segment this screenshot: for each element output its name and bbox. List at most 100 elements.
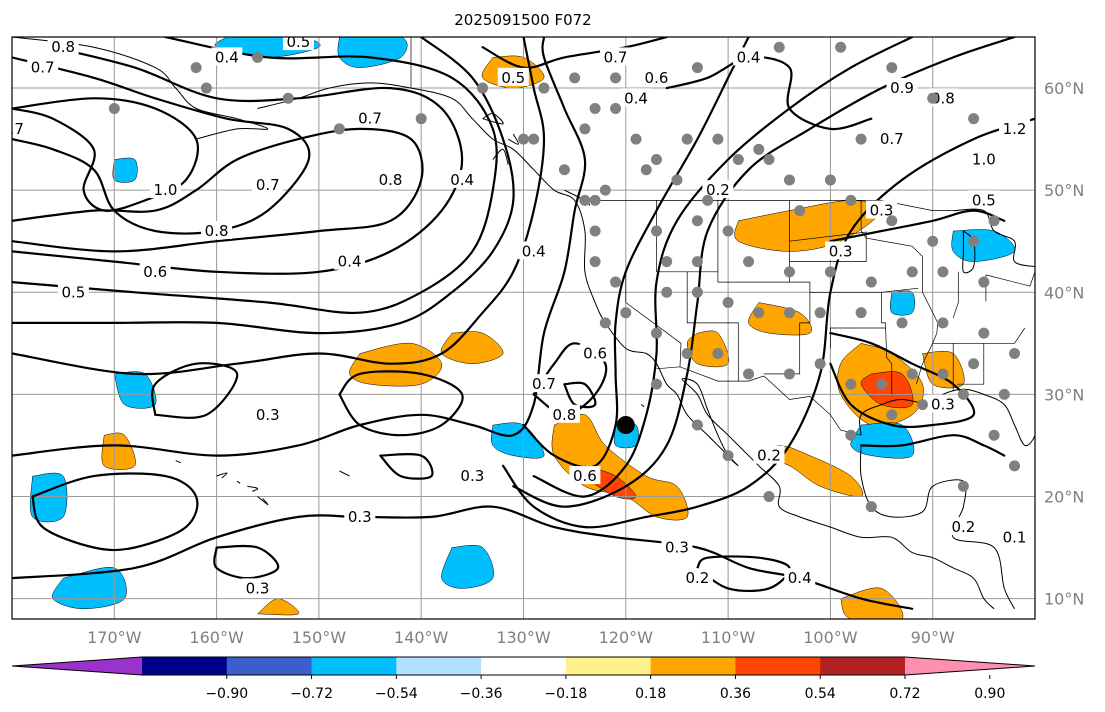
colorbar-tick-label: 0.36: [720, 686, 751, 702]
contour-line: [12, 97, 199, 212]
shaded-region: [840, 587, 904, 619]
latitude-tick-labels: 60°N 50°N 40°N 30°N 20°N 10°N: [1044, 79, 1084, 609]
station-dot: [640, 164, 652, 176]
station-dot: [681, 348, 693, 360]
station-dot: [589, 194, 601, 206]
station-dot: [579, 194, 591, 206]
contour-label: 0.7: [31, 59, 55, 77]
station-dot: [988, 429, 1000, 441]
island: [216, 472, 228, 479]
political-border: [656, 366, 862, 436]
station-dot: [569, 72, 581, 84]
station-dot: [783, 174, 795, 186]
political-border: [915, 256, 939, 385]
contour-line: [31, 472, 199, 552]
colorbar-tick-label: −0.90: [205, 686, 248, 702]
station-dot: [691, 215, 703, 227]
station-dot: [252, 51, 264, 63]
station-dot: [691, 62, 703, 74]
station-dot: [763, 154, 775, 166]
contour-label: 0.8: [51, 38, 75, 56]
political-border: [985, 271, 1035, 287]
contour-label: 0.3: [870, 202, 894, 220]
station-dot: [968, 358, 980, 370]
contour-label-bg: [753, 445, 785, 464]
latitude-tick-label: 20°N: [1044, 487, 1084, 506]
contour-label: 0.3: [665, 539, 689, 557]
colorbar-segment: [396, 657, 482, 675]
station-dot: [855, 133, 867, 145]
contour-label-bg: [866, 200, 898, 219]
station-dot: [906, 368, 918, 380]
station-dot: [937, 266, 949, 278]
longitude-tick-label: 140°W: [394, 628, 449, 647]
contour-line: [696, 555, 791, 593]
contour-label-bg: [57, 282, 89, 301]
shaded-region: [441, 545, 494, 589]
station-dot: [518, 133, 529, 145]
island: [339, 470, 350, 477]
contour-label: 0.8: [931, 89, 955, 107]
station-dot: [937, 317, 949, 329]
contour-label-bg: [968, 149, 1000, 168]
station-dot: [610, 276, 622, 288]
political-border: [885, 327, 893, 395]
station-dot: [691, 286, 703, 298]
contour-label: 0.4: [788, 569, 812, 587]
contour-label-bg: [12, 118, 28, 137]
contour-label-bg: [201, 221, 233, 239]
longitude-tick-label: 100°W: [803, 628, 858, 647]
contour-label: 0.7: [0, 120, 24, 138]
contour-label-bg: [733, 47, 765, 66]
station-dot: [753, 307, 765, 319]
station-dot: [814, 358, 826, 370]
contour-label-bg: [620, 88, 652, 107]
contour-label: 0.3: [246, 579, 270, 597]
shaded-region: [951, 229, 1016, 262]
contour-line: [481, 37, 668, 69]
station-dot: [927, 235, 939, 247]
station-dot: [681, 133, 693, 145]
contour-label-bg: [999, 118, 1031, 137]
colorbar-tick-label: 0.18: [635, 686, 666, 702]
longitude-tick-label: 110°W: [701, 628, 756, 647]
contour-label-bg: [518, 241, 550, 260]
contour-label-bg: [211, 47, 243, 66]
longitude-tick-labels: 170°W 160°W 150°W 140°W 130°W 120°W 110°W 100°W…: [87, 628, 955, 647]
colorbar-outline: [11, 656, 1036, 676]
colorbar: −0.90 −0.72 −0.54 −0.36 −0.18 0.18 0.36 0.54 0.7…: [11, 656, 1036, 702]
contour-label: 0.7: [604, 48, 628, 66]
station-dot: [753, 143, 765, 155]
political-border: [952, 271, 959, 318]
colorbar-tick-label: 0.72: [889, 686, 920, 702]
latitude-tick-label: 10°N: [1044, 590, 1084, 609]
colorbar-tick-label: 0.90: [974, 686, 1005, 702]
colorbar-segment: [565, 657, 652, 675]
contour-label: 0.4: [215, 48, 239, 66]
contour-line: [501, 117, 1035, 529]
shaded-region: [491, 422, 545, 459]
contour-label-bg: [344, 506, 376, 525]
contour-line: [829, 332, 976, 429]
station-dot: [599, 317, 611, 329]
station-dot: [722, 450, 734, 462]
station-dot: [661, 256, 673, 268]
station-dot: [824, 174, 836, 186]
contour-label-bg: [661, 537, 693, 556]
shaded-region: [256, 598, 300, 616]
contour-label: 0.7: [358, 110, 382, 128]
station-dot: [968, 235, 980, 247]
station-dot: [968, 113, 980, 125]
station-dot: [957, 388, 969, 400]
station-dot: [538, 82, 550, 94]
contour-label: 0.3: [256, 406, 280, 424]
contour-label: 0.7: [532, 375, 556, 393]
contour-line: [563, 381, 597, 409]
contour-label: 0.3: [829, 242, 853, 260]
station-dot: [691, 256, 703, 268]
station-dot: [794, 205, 806, 217]
shaded-region: [29, 472, 68, 523]
station-dot: [937, 368, 949, 380]
shaded-region: [748, 302, 812, 336]
station-dot: [886, 62, 898, 74]
